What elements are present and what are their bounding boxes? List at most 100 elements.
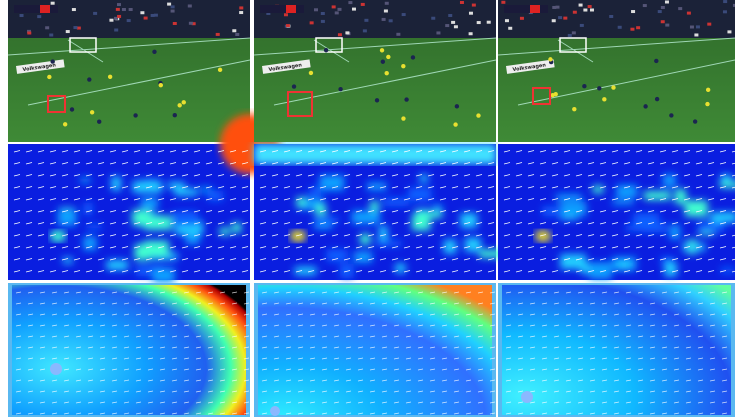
flow-arrow — [205, 150, 213, 153]
flow-arrow — [465, 379, 472, 382]
flow-arrow — [87, 335, 94, 338]
flow-arrow — [241, 234, 249, 237]
player — [548, 57, 553, 62]
flow-arrow — [503, 270, 511, 273]
flow-arrow — [319, 270, 327, 273]
heat-blob — [682, 243, 706, 251]
flow-arrow — [181, 210, 189, 213]
flow-arrow — [529, 390, 536, 393]
flow-arrow — [273, 357, 280, 360]
flow-arrow — [465, 346, 472, 349]
player — [669, 113, 674, 118]
heat-blob — [560, 254, 587, 269]
flow-arrow — [295, 162, 303, 165]
flow-arrow — [577, 302, 584, 305]
flow-arrow — [123, 379, 130, 382]
heat-blob — [419, 174, 429, 182]
crowd — [689, 25, 694, 29]
flow-arrow — [453, 368, 460, 371]
flow-arrow — [417, 357, 424, 360]
flow-arrow — [707, 234, 715, 237]
flow-arrow — [147, 390, 154, 393]
crowd — [93, 11, 98, 15]
flow-arrow — [731, 270, 735, 273]
flow-arrow — [405, 335, 412, 338]
flow-arrow — [429, 302, 436, 305]
flow-arrow — [307, 150, 315, 153]
flow-arrow — [231, 379, 238, 382]
flow-arrow — [97, 174, 105, 177]
flow-arrow — [63, 346, 70, 349]
flow-arrow — [241, 174, 249, 177]
crowd — [19, 14, 24, 18]
flow-arrow — [39, 346, 46, 349]
flow-arrow — [465, 335, 472, 338]
player — [597, 86, 602, 91]
flow-arrow — [309, 335, 316, 338]
player — [217, 67, 223, 73]
flow-arrow — [649, 412, 656, 415]
flow-arrow — [259, 162, 267, 165]
crowd — [50, 1, 55, 5]
flow-arrow — [381, 379, 388, 382]
flow-arrow — [601, 357, 608, 360]
target-heat — [535, 230, 551, 242]
flow-arrow — [731, 210, 735, 213]
flow-arrow — [193, 210, 201, 213]
flow-arrow — [357, 401, 364, 404]
flow-arrow — [109, 246, 117, 249]
flow-arrow — [565, 346, 572, 349]
flow-arrow — [529, 313, 536, 316]
flow-arrow — [673, 291, 680, 294]
flow-arrow — [381, 291, 388, 294]
flow-arrow — [111, 335, 118, 338]
flow-arrow — [439, 150, 447, 153]
flow-arrow — [683, 150, 691, 153]
flow-arrow — [517, 346, 524, 349]
flow-arrow — [25, 150, 33, 153]
flow-arrow — [13, 246, 21, 249]
flow-arrow — [147, 346, 154, 349]
flow-arrow — [193, 258, 201, 261]
flow-arrow — [613, 324, 620, 327]
flow-arrow — [517, 302, 524, 305]
flow-arrow — [87, 313, 94, 316]
flow-arrow — [343, 198, 351, 201]
flow-arrow — [623, 198, 631, 201]
flow-arrow — [283, 162, 291, 165]
flow-arrow — [625, 401, 632, 404]
flow-arrow — [539, 150, 547, 153]
flow-arrow — [159, 324, 166, 327]
flow-arrow — [463, 174, 471, 177]
flow-arrow — [601, 346, 608, 349]
flow-arrow — [123, 313, 130, 316]
flow-arrow — [379, 270, 387, 273]
flow-arrow — [27, 368, 34, 371]
flow-arrow — [147, 379, 154, 382]
flow-arrow — [489, 390, 496, 393]
player — [374, 98, 380, 103]
crowd — [187, 4, 192, 8]
flow-arrow — [709, 313, 716, 316]
flow-arrow — [27, 412, 34, 415]
flow-arrow — [659, 162, 667, 165]
flow-arrow — [721, 302, 728, 305]
flow-arrow — [623, 150, 631, 153]
flow-arrow — [575, 162, 583, 165]
flow-arrow — [157, 270, 165, 273]
flow-arrow — [661, 401, 668, 404]
flow-arrow — [505, 335, 512, 338]
flow-arrow — [659, 246, 667, 249]
flow-arrow — [75, 324, 82, 327]
flow-arrow — [541, 379, 548, 382]
flow-arrow — [719, 162, 727, 165]
flow-arrow — [261, 291, 268, 294]
flow-arrow — [123, 401, 130, 404]
flow-arrow — [181, 174, 189, 177]
flow-arrow — [589, 357, 596, 360]
flow-arrow — [195, 335, 202, 338]
flow-arrow — [635, 150, 643, 153]
flow-arrow — [283, 246, 291, 249]
player — [152, 49, 157, 55]
flow-arrow — [97, 210, 105, 213]
